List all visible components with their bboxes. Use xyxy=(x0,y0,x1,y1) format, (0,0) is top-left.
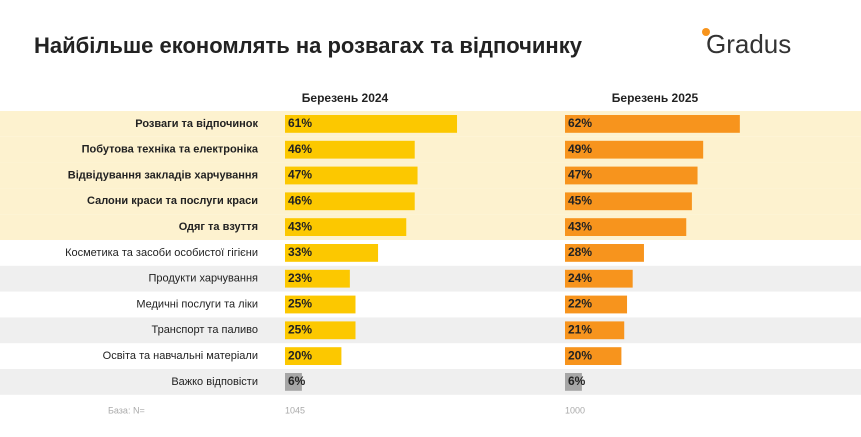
bar xyxy=(285,347,342,365)
bar xyxy=(565,321,625,340)
bar xyxy=(285,295,356,314)
bar xyxy=(285,192,415,211)
value-label: 6% xyxy=(288,374,306,388)
category-label: Відвідування закладів харчування xyxy=(68,169,258,181)
bar xyxy=(285,140,415,159)
row-band xyxy=(0,265,861,292)
value-label: 49% xyxy=(568,142,592,156)
value-label: 43% xyxy=(568,219,592,233)
category-label: Побутова техніка та електроніка xyxy=(82,144,259,156)
value-label: 47% xyxy=(568,168,592,182)
bar xyxy=(565,140,704,159)
bar xyxy=(285,166,418,185)
legend-label: Березень 2025 xyxy=(612,91,699,105)
value-label: 25% xyxy=(288,322,312,336)
logo-dot xyxy=(702,28,710,36)
category-label: Косметика та засоби особистої гігієни xyxy=(65,247,258,259)
bar xyxy=(565,166,698,185)
value-label: 21% xyxy=(568,322,592,336)
bar xyxy=(285,218,407,236)
row-band xyxy=(0,317,861,344)
category-label: Розваги та відпочинок xyxy=(135,118,258,130)
row-band xyxy=(0,136,861,163)
bar xyxy=(285,244,379,262)
category-label: Продукти харчування xyxy=(148,273,258,285)
value-label: 61% xyxy=(288,116,312,130)
bar xyxy=(285,373,302,391)
row-band xyxy=(0,369,861,395)
row-band xyxy=(0,214,861,240)
bar xyxy=(565,115,740,133)
category-label: Медичні послуги та ліки xyxy=(136,298,258,310)
value-label: 24% xyxy=(568,271,592,285)
bar xyxy=(565,295,628,314)
category-label: Транспорт та паливо xyxy=(151,324,258,336)
legend-label: Березень 2024 xyxy=(302,91,389,105)
bar xyxy=(565,244,644,262)
value-label: 20% xyxy=(568,348,592,362)
value-label: 43% xyxy=(288,219,312,233)
value-label: 6% xyxy=(568,374,586,388)
category-label: Салони краси та послуги краси xyxy=(87,195,258,207)
bar xyxy=(285,115,458,133)
base-value: 1000 xyxy=(565,405,585,415)
value-label: 20% xyxy=(288,348,312,362)
base-label: База: N= xyxy=(108,405,145,415)
row-band xyxy=(0,188,861,215)
bar xyxy=(285,321,356,340)
chart-title: Найбільше економлять на розвагах та відп… xyxy=(34,33,583,58)
value-label: 62% xyxy=(568,116,592,130)
value-label: 23% xyxy=(288,271,312,285)
bar xyxy=(565,269,633,288)
value-label: 46% xyxy=(288,193,312,207)
row-band xyxy=(0,162,861,189)
value-label: 33% xyxy=(288,245,312,259)
value-label: 45% xyxy=(568,193,592,207)
bar xyxy=(565,347,622,365)
value-label: 22% xyxy=(568,297,592,311)
value-label: 28% xyxy=(568,245,592,259)
base-value: 1045 xyxy=(285,405,305,415)
bar xyxy=(285,269,350,288)
bar xyxy=(565,192,692,211)
bar xyxy=(565,373,582,391)
category-label: Освіта та навчальні матеріали xyxy=(103,350,258,362)
value-label: 25% xyxy=(288,297,312,311)
bar xyxy=(565,218,687,236)
value-label: 47% xyxy=(288,168,312,182)
value-label: 46% xyxy=(288,142,312,156)
logo: Gradus xyxy=(706,29,791,59)
category-label: Важко відповісти xyxy=(171,376,258,388)
category-label: Одяг та взуття xyxy=(179,221,258,233)
